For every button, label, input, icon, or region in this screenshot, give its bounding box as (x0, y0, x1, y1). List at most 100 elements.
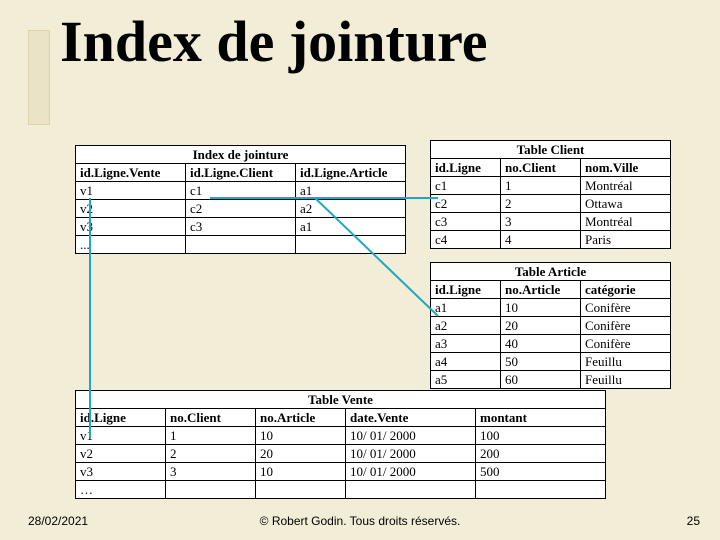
table-cell: 10 (501, 299, 581, 317)
table-row: a560Feuillu (431, 371, 671, 389)
table-cell: 20 (256, 445, 346, 463)
table-cell: 60 (501, 371, 581, 389)
table-cell: Paris (581, 231, 671, 249)
table-row: c33Montréal (431, 213, 671, 231)
table-cell: 100 (476, 427, 606, 445)
table-client: Table Clientid.Ligneno.Clientnom.Villec1… (430, 140, 671, 249)
table-row: v1c1a1 (76, 182, 406, 200)
table-cell (256, 481, 346, 499)
table-title: Table Vente (76, 391, 606, 409)
table-cell: 20 (501, 317, 581, 335)
table-row: c44Paris (431, 231, 671, 249)
column-header: id.Ligne.Client (186, 164, 296, 182)
table-cell: v3 (76, 463, 166, 481)
table-row: a220Conifère (431, 317, 671, 335)
table-cell: v1 (76, 182, 186, 200)
table-cell: c4 (431, 231, 501, 249)
table-cell: a1 (296, 182, 406, 200)
column-header: id.Ligne (431, 159, 501, 177)
column-header: no.Article (256, 409, 346, 427)
decorative-rect (28, 30, 50, 125)
table-row: ... (76, 236, 406, 254)
table-index-jointure: Index de jointureid.Ligne.Venteid.Ligne.… (75, 145, 406, 254)
column-header: id.Ligne (431, 281, 501, 299)
table-cell (476, 481, 606, 499)
table-cell: v3 (76, 218, 186, 236)
table-cell: ... (76, 236, 186, 254)
table-cell: 500 (476, 463, 606, 481)
table-row: v111010/ 01/ 2000100 (76, 427, 606, 445)
table-cell: 10/ 01/ 2000 (346, 427, 476, 445)
table-row: … (76, 481, 606, 499)
table-cell: 4 (501, 231, 581, 249)
table-cell: Montréal (581, 177, 671, 195)
table-cell: v2 (76, 445, 166, 463)
table-cell: c2 (186, 200, 296, 218)
footer-page-number: 25 (687, 514, 700, 528)
table-cell: c1 (431, 177, 501, 195)
table-cell: c1 (186, 182, 296, 200)
table-article: Table Articleid.Ligneno.Articlecatégorie… (430, 262, 671, 389)
table-cell (296, 236, 406, 254)
table-row: a110Conifère (431, 299, 671, 317)
table-title: Table Article (431, 263, 671, 281)
table-cell: a5 (431, 371, 501, 389)
table-cell: 2 (166, 445, 256, 463)
column-header: nom.Ville (581, 159, 671, 177)
column-header: no.Article (501, 281, 581, 299)
table-cell: Feuillu (581, 371, 671, 389)
table-row: v331010/ 01/ 2000500 (76, 463, 606, 481)
table-cell: 40 (501, 335, 581, 353)
table-cell: a2 (431, 317, 501, 335)
table-cell: v2 (76, 200, 186, 218)
table-cell: a1 (296, 218, 406, 236)
table-row: v3c3a1 (76, 218, 406, 236)
column-header: no.Client (501, 159, 581, 177)
table-row: c22Ottawa (431, 195, 671, 213)
table-cell: 3 (166, 463, 256, 481)
table-row: c11Montréal (431, 177, 671, 195)
table-cell: 50 (501, 353, 581, 371)
table-row: v2c2a2 (76, 200, 406, 218)
column-header: id.Ligne (76, 409, 166, 427)
table-cell: 3 (501, 213, 581, 231)
table-cell (346, 481, 476, 499)
table-cell: 10 (256, 463, 346, 481)
table-cell: c2 (431, 195, 501, 213)
table-cell: 1 (501, 177, 581, 195)
table-row: a340Conifère (431, 335, 671, 353)
table-cell (166, 481, 256, 499)
table-cell: Feuillu (581, 353, 671, 371)
table-cell: v1 (76, 427, 166, 445)
table-cell: 10/ 01/ 2000 (346, 463, 476, 481)
table-vente: Table Venteid.Ligneno.Clientno.Articleda… (75, 390, 606, 499)
table-cell: Ottawa (581, 195, 671, 213)
table-cell (186, 236, 296, 254)
table-title: Index de jointure (76, 146, 406, 164)
table-cell: a1 (431, 299, 501, 317)
table-cell: c3 (186, 218, 296, 236)
table-cell: Conifère (581, 317, 671, 335)
column-header: catégorie (581, 281, 671, 299)
table-cell: a3 (431, 335, 501, 353)
table-title: Table Client (431, 141, 671, 159)
table-cell: c3 (431, 213, 501, 231)
table-cell: 200 (476, 445, 606, 463)
table-cell: 2 (501, 195, 581, 213)
footer-copyright: © Robert Godin. Tous droits réservés. (0, 514, 720, 528)
table-cell: Montréal (581, 213, 671, 231)
table-cell: a2 (296, 200, 406, 218)
column-header: no.Client (166, 409, 256, 427)
table-cell: a4 (431, 353, 501, 371)
table-cell: 10/ 01/ 2000 (346, 445, 476, 463)
table-cell: … (76, 481, 166, 499)
table-row: v222010/ 01/ 2000200 (76, 445, 606, 463)
page-title: Index de jointure (60, 8, 488, 75)
table-cell: 10 (256, 427, 346, 445)
column-header: id.Ligne.Vente (76, 164, 186, 182)
table-row: a450Feuillu (431, 353, 671, 371)
column-header: date.Vente (346, 409, 476, 427)
column-header: montant (476, 409, 606, 427)
table-cell: Conifère (581, 335, 671, 353)
table-cell: Conifère (581, 299, 671, 317)
